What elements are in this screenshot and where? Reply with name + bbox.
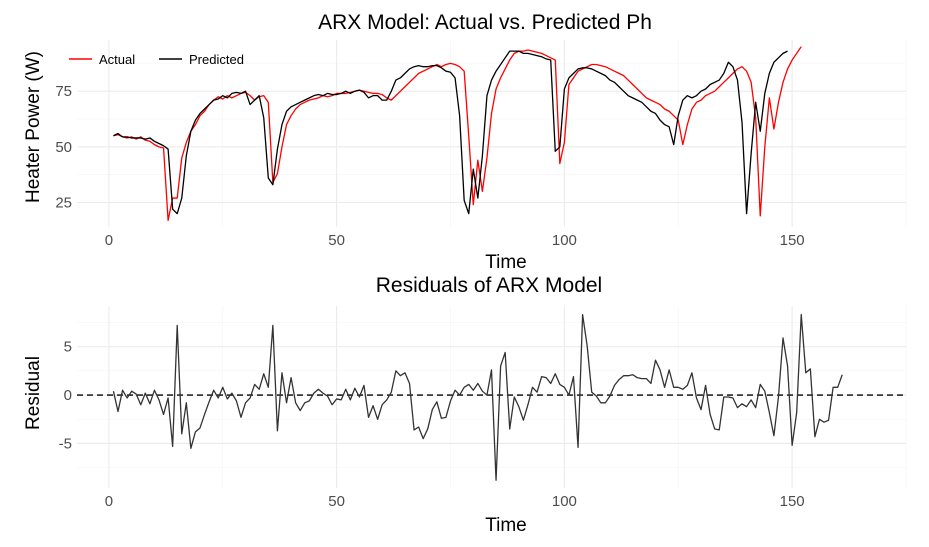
x-tick-label: 50 [328, 232, 345, 249]
bottom-series-lines [112, 314, 843, 481]
x-tick-label: 100 [552, 232, 577, 249]
panel-actual-vs-predicted: ARX Model: Actual vs. Predicted Ph 0 50 10… [23, 11, 907, 273]
x-tick-label: 0 [105, 493, 113, 510]
bottom-tick-labels: 0 50 100 150 -5 0 5 [59, 339, 805, 510]
legend: Actual Predicted [69, 52, 244, 67]
top-plot-area: 0 50 100 150 25 50 75 [55, 40, 907, 249]
x-tick-label: 100 [552, 493, 577, 510]
top-x-axis-label: Time [485, 252, 527, 273]
y-tick-label: 0 [64, 387, 72, 404]
x-tick-label: 150 [780, 232, 805, 249]
x-tick-label: 0 [105, 232, 113, 249]
top-tick-labels: 0 50 100 150 25 50 75 [55, 83, 804, 249]
bottom-y-axis-label: Residual [23, 356, 44, 430]
y-tick-label: 75 [55, 83, 72, 100]
x-tick-label: 150 [780, 493, 805, 510]
bottom-x-axis-label: Time [485, 515, 527, 536]
y-tick-label: 50 [55, 139, 72, 156]
legend-label-actual: Actual [99, 52, 135, 67]
legend-label-predicted: Predicted [189, 52, 244, 67]
y-tick-label: 5 [64, 339, 72, 356]
chart-title-top: ARX Model: Actual vs. Predicted Ph [318, 11, 652, 34]
y-tick-label: -5 [59, 435, 72, 452]
top-grid-minor [77, 40, 907, 227]
bottom-plot-area: 0 50 100 150 -5 0 5 [59, 306, 907, 510]
series-line-predicted [113, 50, 788, 215]
panel-residuals: Residuals of ARX Model 0 50 100 150 -5 0 5 Tim… [23, 274, 907, 536]
x-tick-label: 50 [328, 493, 345, 510]
top-grid-major [77, 40, 906, 227]
residual-line [112, 314, 843, 481]
bottom-grid-minor [77, 306, 907, 488]
top-y-axis-label: Heater Power (W) [23, 51, 44, 203]
y-tick-label: 25 [55, 195, 72, 212]
chart-title-bottom: Residuals of ARX Model [376, 274, 602, 297]
top-series-lines [113, 46, 802, 221]
bottom-grid-major [77, 306, 906, 488]
series-line-actual [113, 46, 802, 221]
